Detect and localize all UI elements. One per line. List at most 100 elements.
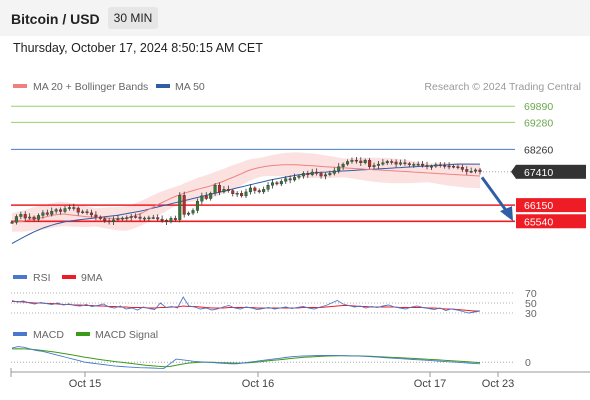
candle: [297, 174, 301, 180]
candle-body: [72, 207, 76, 209]
candle-body: [45, 212, 49, 215]
candle: [306, 170, 310, 178]
candle-body: [226, 189, 230, 191]
legend-macd-signal-label: MACD Signal: [95, 329, 158, 341]
rsi-line: [11, 296, 481, 314]
ma20-line: [11, 164, 481, 223]
candle: [173, 215, 177, 222]
candle-body: [306, 173, 310, 175]
candle: [301, 171, 305, 179]
candle: [120, 216, 124, 221]
candle-body: [447, 165, 451, 168]
candle-body: [257, 190, 261, 193]
candle-body: [399, 162, 403, 165]
level-label-66150: 66150: [524, 200, 553, 212]
candle: [129, 213, 133, 221]
candle: [63, 205, 67, 214]
candle: [381, 159, 385, 166]
price-panel: 69890 69280 68260 67410 66150 65540: [10, 99, 586, 244]
candle-body: [59, 209, 63, 212]
candle: [23, 211, 27, 222]
candle-body: [169, 218, 173, 222]
candle: [279, 179, 283, 187]
candle-body: [288, 178, 292, 181]
candle-body: [279, 181, 283, 185]
candle: [385, 159, 389, 165]
candle-body: [328, 173, 332, 175]
candle: [434, 162, 438, 168]
candle: [200, 192, 204, 205]
candle: [474, 168, 478, 174]
candle-body: [390, 161, 394, 163]
candle-body: [451, 166, 456, 168]
candle-body: [469, 171, 473, 173]
candle: [112, 216, 116, 225]
candle-body: [36, 215, 41, 220]
candle: [187, 211, 191, 216]
candle-body: [98, 216, 102, 219]
legend-rsi-swatch: [13, 275, 27, 279]
macd-panel: 0: [11, 346, 531, 369]
timeframe-button[interactable]: 30 MIN: [108, 7, 158, 29]
legend-macd-label: MACD: [33, 329, 64, 341]
candle: [156, 214, 160, 222]
candle: [125, 215, 129, 221]
candle: [425, 161, 429, 170]
candle-body: [403, 162, 407, 165]
candle-body: [284, 178, 288, 182]
candle: [217, 182, 222, 196]
candle-body: [231, 190, 235, 194]
candle: [275, 181, 279, 186]
rsi-level-label-50: 50: [525, 298, 537, 310]
candle: [45, 209, 49, 216]
candle: [253, 186, 257, 194]
candle-body: [187, 212, 191, 215]
candle-body: [297, 175, 301, 178]
candle-body: [222, 189, 226, 193]
candle-body: [19, 214, 23, 217]
candle: [284, 176, 288, 184]
candle: [456, 164, 460, 170]
candle: [416, 161, 420, 166]
candle-body: [363, 159, 367, 164]
candle: [293, 173, 297, 182]
candle: [165, 218, 169, 225]
candle-body: [182, 195, 186, 215]
candle-body: [443, 165, 447, 167]
candle: [209, 191, 213, 201]
candle-body: [372, 165, 376, 167]
candle: [191, 208, 195, 216]
candle-body: [195, 200, 199, 211]
candle: [116, 214, 120, 222]
candle: [85, 209, 89, 215]
legend-ma50-label: MA 50: [175, 81, 205, 93]
candle-body: [425, 165, 429, 167]
level-label-bg-69890: [516, 99, 586, 114]
candle-body: [94, 214, 98, 218]
candle-body: [376, 163, 380, 166]
candle: [341, 162, 345, 170]
candle: [376, 160, 380, 169]
candle: [213, 183, 217, 196]
candle: [178, 192, 182, 223]
legend-macd-signal-swatch: [76, 332, 90, 336]
candle-body: [81, 211, 85, 213]
forecast-arrow-line: [480, 176, 510, 215]
candle: [14, 214, 18, 225]
credit-text: Research © 2024 Trading Central: [424, 81, 581, 93]
macd-level-label-0: 0: [525, 357, 531, 369]
candle-body: [191, 210, 195, 214]
candle: [54, 208, 58, 214]
level-label-69280: 69280: [524, 117, 553, 129]
candle: [134, 213, 138, 219]
candle-body: [142, 217, 146, 220]
candle-body: [76, 207, 80, 213]
candle: [460, 164, 464, 173]
candle-body: [293, 177, 297, 181]
candle-body: [240, 193, 244, 197]
candle-body: [32, 216, 36, 220]
candle: [399, 159, 403, 166]
candle: [138, 213, 142, 221]
